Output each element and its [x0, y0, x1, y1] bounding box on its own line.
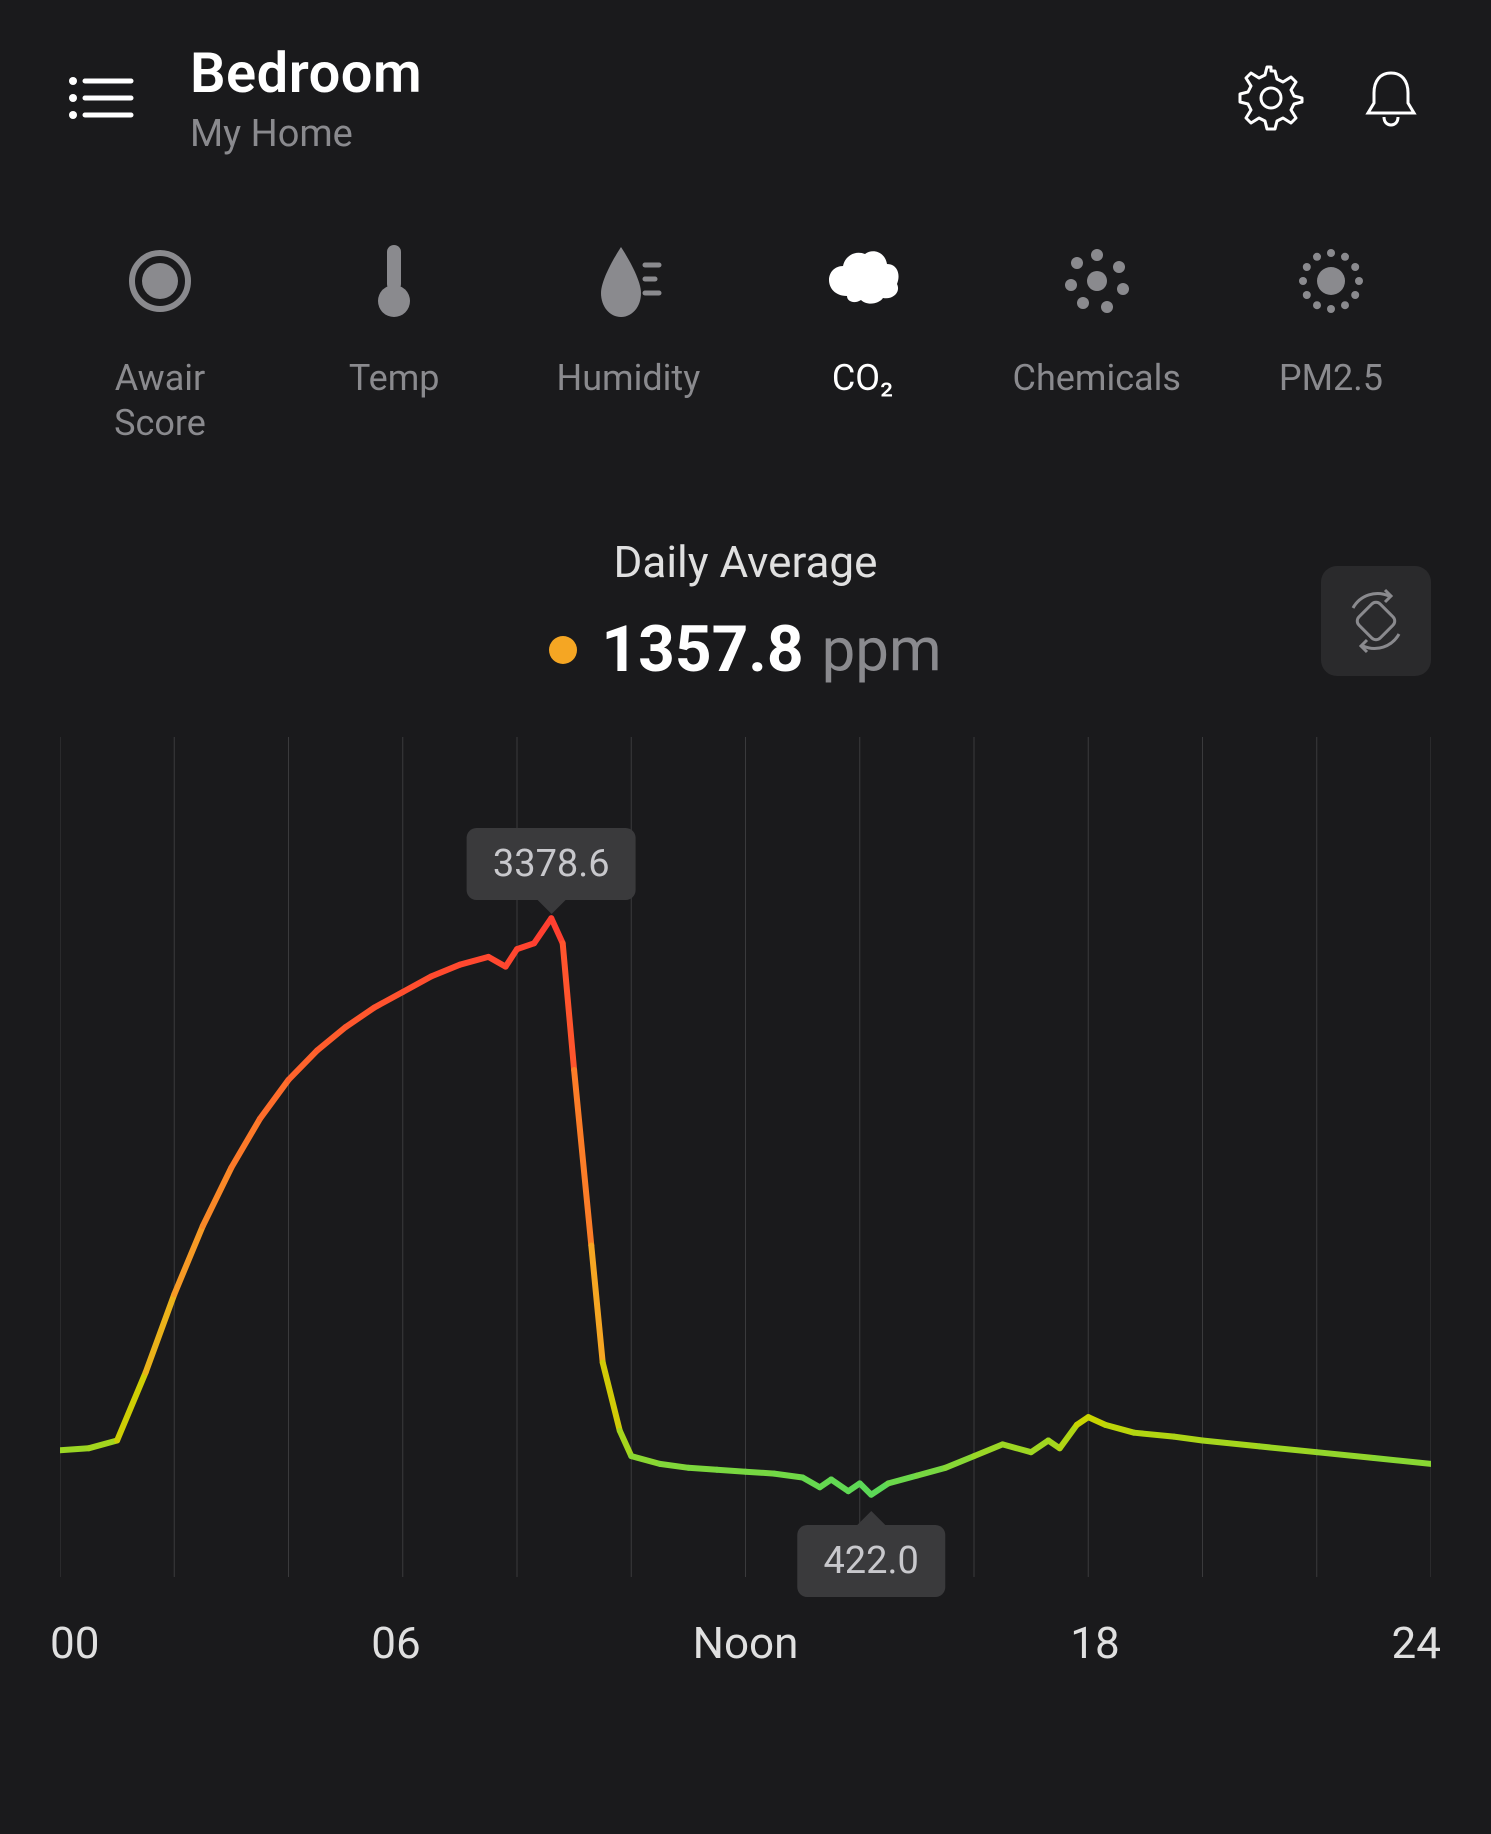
tab-label: Awair Score: [114, 356, 206, 446]
awair-icon: [125, 236, 195, 326]
tab-co2[interactable]: CO₂: [763, 236, 963, 446]
settings-button[interactable]: [1231, 58, 1311, 138]
title-block: Bedroom My Home: [190, 40, 1191, 156]
tab-label: PM2.5: [1279, 356, 1383, 401]
pm25-icon: [1291, 236, 1371, 326]
tab-label: Chemicals: [1013, 356, 1181, 401]
tab-label: CO₂: [832, 356, 893, 401]
tab-temp[interactable]: Temp: [294, 236, 494, 446]
tab-pm25[interactable]: PM2.5: [1231, 236, 1431, 446]
co2-chart[interactable]: 3378.6422.0: [60, 737, 1431, 1577]
tab-chemicals[interactable]: Chemicals: [997, 236, 1197, 446]
room-title: Bedroom: [190, 40, 1191, 106]
tooltip-min: 422.0: [797, 1525, 944, 1597]
summary-title: Daily Average: [0, 536, 1491, 588]
rotate-button[interactable]: [1321, 566, 1431, 676]
x-axis-label: 00: [50, 1617, 99, 1669]
notifications-button[interactable]: [1351, 58, 1431, 138]
humidity-icon: [593, 236, 663, 326]
bell-icon: [1358, 65, 1424, 131]
chart-svg: [60, 737, 1431, 1577]
header: Bedroom My Home: [0, 0, 1491, 186]
tab-label: Temp: [349, 356, 440, 401]
chemicals-icon: [1057, 236, 1137, 326]
tab-humidity[interactable]: Humidity: [528, 236, 728, 446]
menu-button[interactable]: [60, 58, 140, 138]
summary: Daily Average 1357.8 ppm: [0, 536, 1491, 687]
home-subtitle: My Home: [190, 112, 1191, 156]
tab-awair[interactable]: Awair Score: [60, 236, 260, 446]
status-dot: [549, 636, 577, 664]
x-axis-label: 06: [371, 1617, 420, 1669]
x-axis-label: Noon: [693, 1617, 799, 1669]
rotate-icon: [1341, 586, 1411, 656]
tab-label: Humidity: [557, 356, 701, 401]
x-axis-label: 18: [1070, 1617, 1119, 1669]
summary-value-row: 1357.8 ppm: [0, 612, 1491, 687]
summary-value: 1357.8: [601, 612, 803, 687]
menu-icon: [65, 63, 135, 133]
co2-icon: [823, 236, 903, 326]
summary-unit: ppm: [822, 614, 942, 685]
x-axis: 00 06 Noon 18 24: [0, 1577, 1491, 1669]
tooltip-max: 3378.6: [467, 828, 636, 900]
x-axis-label: 24: [1392, 1617, 1441, 1669]
gear-icon: [1238, 65, 1304, 131]
temp-icon: [369, 236, 419, 326]
metric-tabs: Awair Score Temp Humidity CO₂: [0, 186, 1491, 476]
